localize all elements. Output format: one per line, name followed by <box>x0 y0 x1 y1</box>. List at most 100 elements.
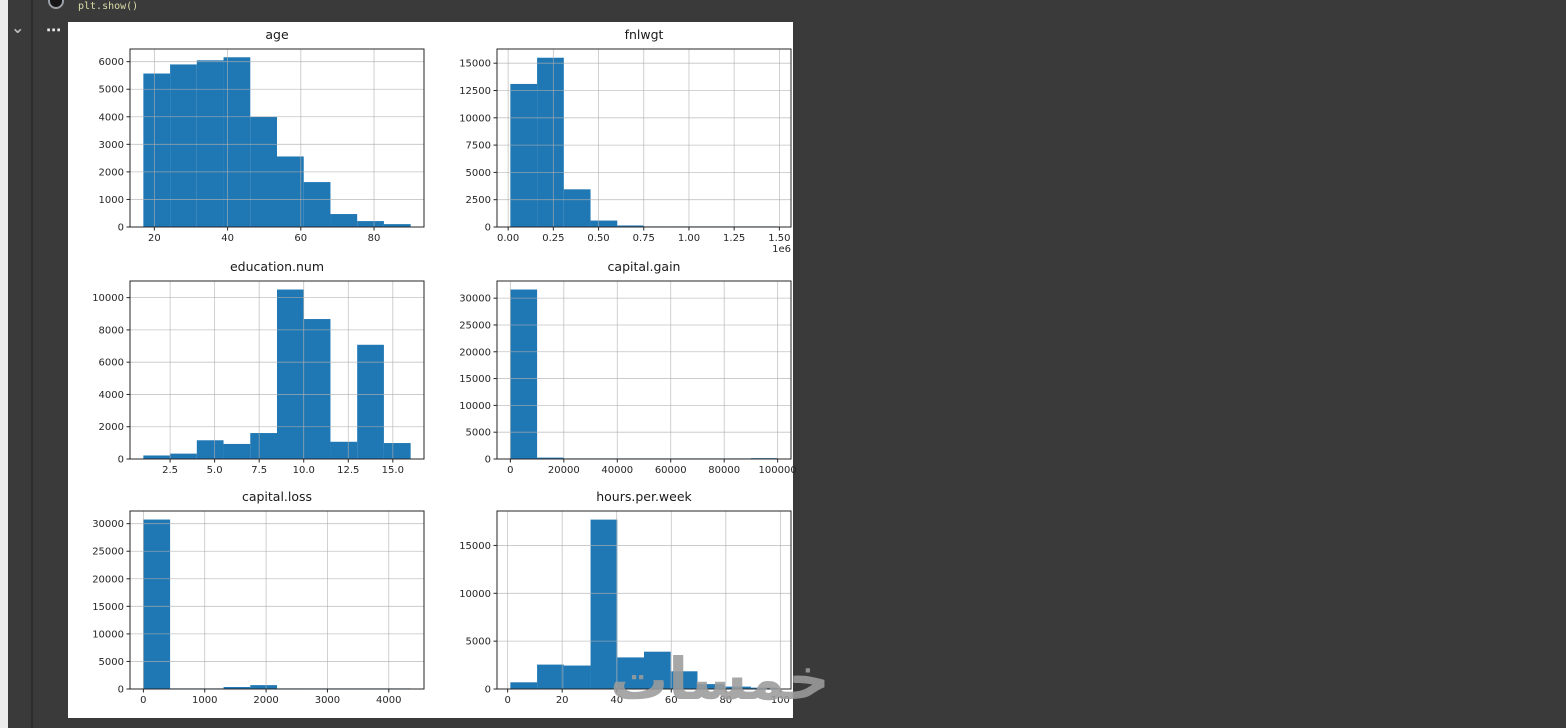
svg-text:30000: 30000 <box>459 294 491 305</box>
chart-title: capital.loss <box>241 489 313 504</box>
svg-text:0: 0 <box>485 685 491 696</box>
chart-plot: 2.5 5.0 7.5 10.0 12.5 15.0 0 2000 4000 6000 8000 10… <box>80 276 430 486</box>
svg-text:100: 100 <box>771 695 790 706</box>
svg-text:5000: 5000 <box>99 85 124 96</box>
svg-text:25000: 25000 <box>459 320 491 331</box>
svg-text:15.0: 15.0 <box>382 465 404 476</box>
plot-hours.per.week: 0 20 40 60 80 100 0 5000 10000 15000 <box>459 510 792 706</box>
svg-text:0: 0 <box>485 455 491 466</box>
svg-text:7500: 7500 <box>466 141 491 152</box>
svg-text:20000: 20000 <box>548 465 580 476</box>
svg-text:60: 60 <box>294 233 307 244</box>
svg-text:8000: 8000 <box>99 325 124 336</box>
plot-education.num: 2.5 5.0 7.5 10.0 12.5 15.0 0 2000 4000 6000 8000 10… <box>92 280 425 476</box>
svg-text:15000: 15000 <box>459 374 491 385</box>
svg-text:1.25: 1.25 <box>723 233 745 244</box>
svg-text:1.50: 1.50 <box>768 233 790 244</box>
svg-text:4000: 4000 <box>99 390 124 401</box>
svg-text:3000: 3000 <box>315 695 340 706</box>
collapse-output-chevron[interactable]: ⌄ <box>11 18 25 37</box>
svg-text:5000: 5000 <box>466 637 491 648</box>
svg-text:0: 0 <box>118 685 124 696</box>
histogram-education-num: education.num 2.5 5.0 7.5 10.0 12.5 15.0 0 2000… <box>80 258 430 486</box>
plot-capital.loss: 0 1000 2000 3000 4000 0 5000 10000 15000 20000 250… <box>92 510 425 706</box>
svg-text:40: 40 <box>221 233 234 244</box>
svg-text:2000: 2000 <box>99 167 124 178</box>
svg-text:40: 40 <box>610 695 623 706</box>
chart-title: hours.per.week <box>596 489 692 504</box>
chart-title: fnlwgt <box>624 27 664 42</box>
svg-text:0.25: 0.25 <box>542 233 564 244</box>
svg-text:0: 0 <box>485 223 491 234</box>
histogram-age: age 20 40 60 80 0 1000 2000 3000 4000 5000 6000 <box>80 26 430 254</box>
output-options-button[interactable]: ⋯ <box>46 21 62 39</box>
svg-text:0.50: 0.50 <box>587 233 609 244</box>
svg-text:0.75: 0.75 <box>633 233 655 244</box>
run-cell-button[interactable] <box>48 0 64 9</box>
svg-text:2500: 2500 <box>466 195 491 206</box>
chart-title: education.num <box>229 259 325 274</box>
histogram-fnlwgt: fnlwgt 0.00 0.25 0.50 0.75 1.00 1.25 1.50 0 2500… <box>447 26 797 255</box>
svg-text:15000: 15000 <box>459 59 491 70</box>
svg-text:4000: 4000 <box>99 112 124 123</box>
chart-plot: 0 20000 40000 60000 80000 100000 0 5000 10000 150… <box>447 276 797 486</box>
svg-text:0: 0 <box>140 695 146 706</box>
svg-text:25000: 25000 <box>92 547 124 558</box>
svg-text:10000: 10000 <box>459 589 491 600</box>
svg-text:2000: 2000 <box>253 695 278 706</box>
svg-text:0: 0 <box>507 465 513 476</box>
output-panel: age 20 40 60 80 0 1000 2000 3000 4000 5000 6000 fn… <box>68 22 797 718</box>
svg-text:5000: 5000 <box>99 657 124 668</box>
svg-text:15000: 15000 <box>92 602 124 613</box>
cell-left-border <box>31 0 33 728</box>
svg-text:2.5: 2.5 <box>162 465 178 476</box>
svg-text:1000: 1000 <box>99 195 124 206</box>
svg-text:60: 60 <box>665 695 678 706</box>
svg-text:10000: 10000 <box>92 293 124 304</box>
svg-text:0.00: 0.00 <box>497 233 519 244</box>
svg-text:5000: 5000 <box>466 168 491 179</box>
plot-fnlwgt: 0.00 0.25 0.50 0.75 1.00 1.25 1.50 0 2500 5000 750… <box>459 48 792 255</box>
chart-plot: 20 40 60 80 0 1000 2000 3000 4000 5000 6000 <box>80 44 430 254</box>
chart-plot: 0.00 0.25 0.50 0.75 1.00 1.25 1.50 0 2500 5000 750… <box>447 44 797 255</box>
chart-plot: 0 1000 2000 3000 4000 0 5000 10000 15000 20000 250… <box>80 506 430 716</box>
svg-text:20000: 20000 <box>92 574 124 585</box>
scrollbar-track[interactable] <box>0 0 8 728</box>
svg-text:1000: 1000 <box>192 695 217 706</box>
svg-text:0: 0 <box>504 695 510 706</box>
chart-title: age <box>265 27 289 42</box>
svg-text:100000: 100000 <box>759 465 797 476</box>
histogram-capital-gain: capital.gain 0 20000 40000 60000 80000 100000… <box>447 258 797 486</box>
svg-text:80: 80 <box>368 233 381 244</box>
svg-text:5000: 5000 <box>466 428 491 439</box>
svg-text:6000: 6000 <box>99 358 124 369</box>
code-line: plt.show() <box>78 1 139 12</box>
chart-plot: 0 20 40 60 80 100 0 5000 10000 15000 <box>447 506 797 716</box>
svg-text:10000: 10000 <box>459 113 491 124</box>
svg-text:12.5: 12.5 <box>337 465 359 476</box>
histogram-hours-per-week: hours.per.week 0 20 40 60 80 100 0 5000 10000 150… <box>447 488 797 716</box>
svg-text:5.0: 5.0 <box>207 465 223 476</box>
svg-text:80000: 80000 <box>708 465 740 476</box>
svg-text:10000: 10000 <box>92 629 124 640</box>
svg-text:10000: 10000 <box>459 401 491 412</box>
svg-text:10.0: 10.0 <box>293 465 315 476</box>
plot-capital.gain: 0 20000 40000 60000 80000 100000 0 5000 10000 150… <box>459 280 797 476</box>
svg-text:60000: 60000 <box>655 465 687 476</box>
svg-text:1e6: 1e6 <box>772 244 791 255</box>
watermark: خمسات <box>610 645 830 713</box>
svg-text:6000: 6000 <box>99 57 124 68</box>
svg-text:20: 20 <box>556 695 569 706</box>
svg-text:15000: 15000 <box>459 541 491 552</box>
svg-text:80: 80 <box>719 695 732 706</box>
svg-text:2000: 2000 <box>99 422 124 433</box>
svg-text:12500: 12500 <box>459 86 491 97</box>
svg-text:4000: 4000 <box>376 695 401 706</box>
svg-text:20000: 20000 <box>459 347 491 358</box>
chart-title: capital.gain <box>607 259 681 274</box>
svg-text:3000: 3000 <box>99 140 124 151</box>
svg-text:0: 0 <box>118 455 124 466</box>
svg-text:1.00: 1.00 <box>678 233 700 244</box>
svg-text:40000: 40000 <box>601 465 633 476</box>
histogram-capital-loss: capital.loss 0 1000 2000 3000 4000 0 5000 10000… <box>80 488 430 716</box>
